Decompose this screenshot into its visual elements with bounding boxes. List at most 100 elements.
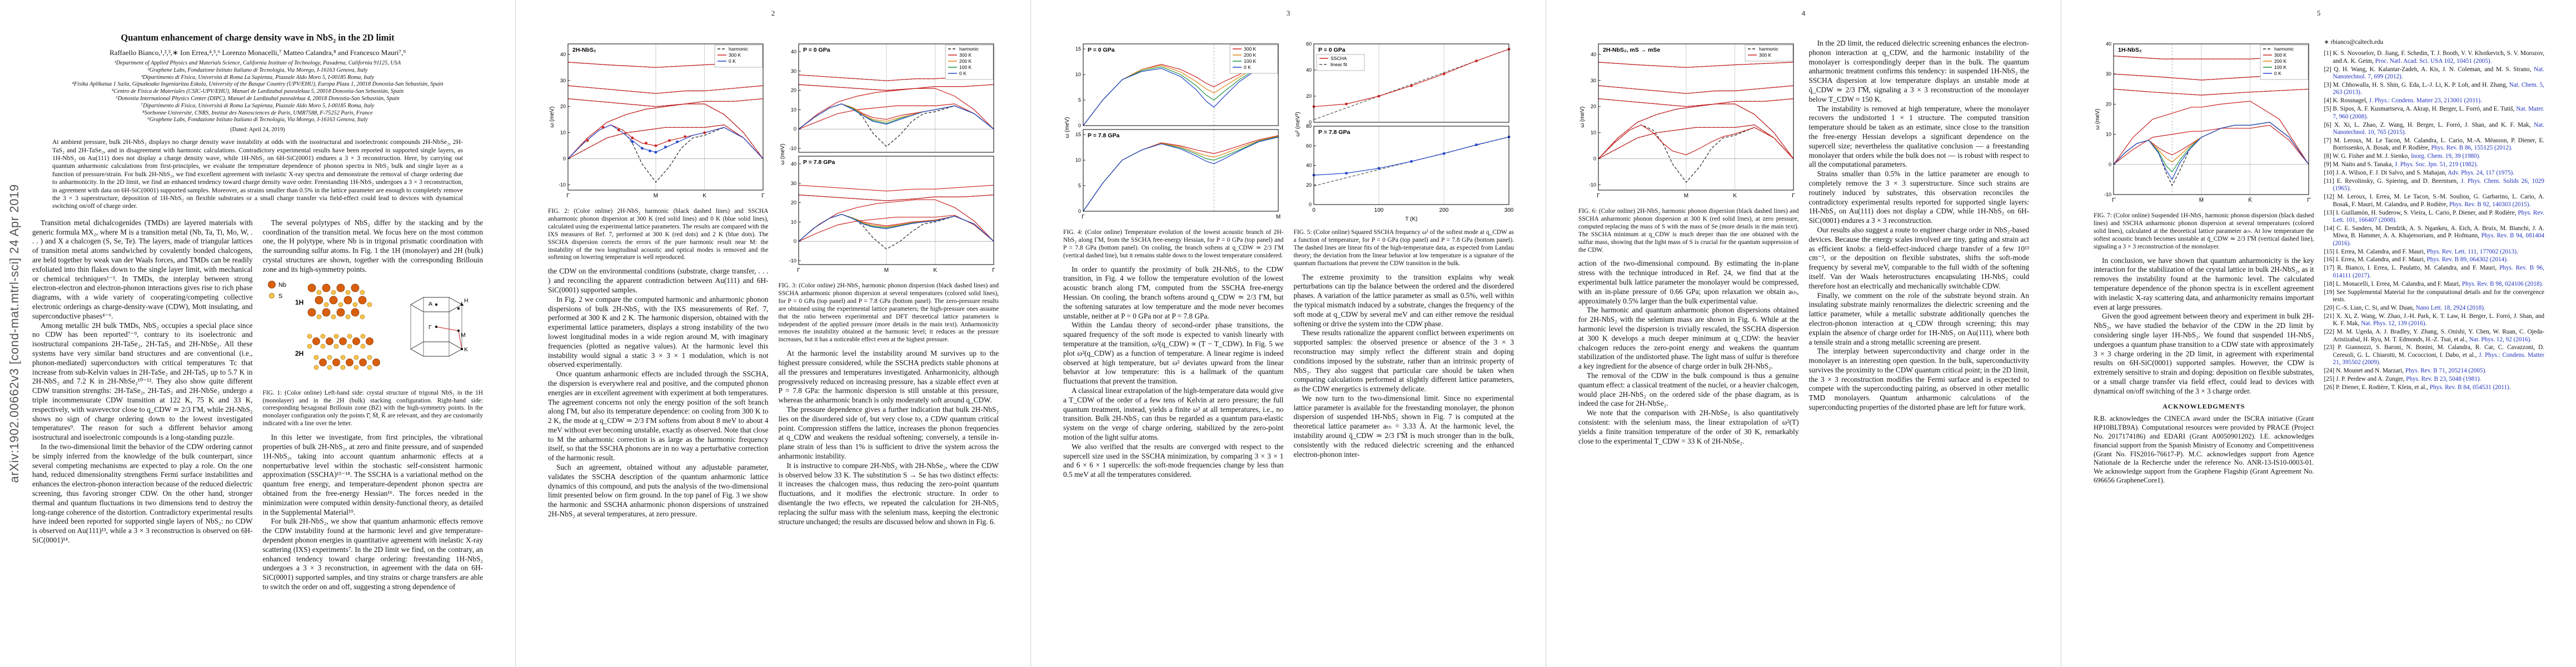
svg-text:0 K: 0 K [1244, 64, 1251, 70]
figure-3-caption: FIG. 3: (Color online) 2H-NbS₂ harmonic … [778, 282, 999, 344]
svg-text:linear fit: linear fit [1331, 62, 1347, 67]
reference-item: [11] E. Revolinsky, G. Spiering, and D. … [2324, 178, 2545, 193]
paragraph: These results rationalize the apparent c… [1293, 328, 1514, 394]
svg-text:ω (meV): ω (meV) [2095, 109, 2101, 130]
reference-item: [24] N. Mounet and N. Marzari, Phys. Rev… [2324, 367, 2545, 375]
figure-5-omega2-plot: 0 20 40 60 P = 0 GPa SSCHA linear fit 0 20 40 60 80… [1294, 40, 1514, 226]
svg-text:ω (meV): ω (meV) [780, 144, 786, 165]
svg-text:200 K: 200 K [1244, 52, 1257, 58]
svg-text:200 K: 200 K [2274, 58, 2287, 64]
svg-text:K̄: K̄ [2248, 196, 2252, 203]
svg-text:Γ: Γ [992, 267, 995, 273]
reference-journal-link[interactable]: Nat. Chem. 5, 263 (2013). [2333, 82, 2545, 96]
svg-text:20: 20 [1306, 93, 1311, 99]
reference-journal-link[interactable]: Phys. Rev. Lett. 111, 177002 (2013). [2426, 248, 2518, 255]
svg-text:0: 0 [793, 126, 796, 132]
nb-atom-icon [267, 280, 276, 288]
reference-journal-link[interactable]: Inorg. Chem. 19, 39 (1980). [2410, 153, 2481, 160]
crystal-structure-svg: NbS1H2HΓMKALH [262, 275, 483, 384]
reference-journal-link[interactable]: Proc. Natl. Acad. Sci. USA 102, 10451 (2… [2375, 57, 2492, 64]
svg-text:K: K [702, 193, 706, 199]
reference-authors: J. P. Perdew and A. Zunger, [2335, 376, 2406, 383]
svg-text:10: 10 [560, 130, 566, 136]
affiliation-line: ⁹Graphene Labs, Fondazione Istituto Ital… [147, 117, 368, 123]
svg-text:0: 0 [1593, 156, 1596, 162]
reference-journal-link[interactable]: Phys. Rev. B 86, 155125 (2012). [2431, 145, 2513, 152]
paragraph: Given the good agreement between theory … [2094, 312, 2314, 395]
reference-journal-link[interactable]: J. Phys.: Condens. Matter 21, 395502 (20… [2333, 351, 2545, 366]
svg-text:300 K: 300 K [2274, 52, 2287, 58]
reference-number: [23] [2324, 344, 2338, 351]
svg-text:K: K [1733, 193, 1737, 199]
reference-journal-link[interactable]: Nat. Nanotechnol. 7, 699 (2012). [2333, 66, 2545, 81]
reference-number: [26] [2324, 384, 2336, 391]
reference-authors: L. Monacelli, I. Errea, M. Calandra, and… [2335, 280, 2462, 287]
affiliation-line: ⁵Centro de Física de Materiales (CSIC-UP… [111, 88, 404, 95]
svg-text:0: 0 [563, 156, 566, 162]
reference-journal-link[interactable]: Nat. Nanotechnol. 10, 765 (2015). [2333, 121, 2545, 136]
paragraph: Once quantum anharmonic effects are incl… [548, 370, 769, 462]
reference-number: [21] [2324, 312, 2336, 320]
reference-journal-link[interactable]: Adv. Phys. 24, 117 (1975). [2448, 170, 2515, 176]
paragraph: Among metallic 2H bulk TMDs, NbS₂ occupi… [32, 321, 253, 442]
reference-journal-link[interactable]: Nat. Mater. 7, 960 (2008). [2333, 106, 2545, 120]
paragraph: The extreme proximity to the transition … [1293, 272, 1514, 328]
svg-text:Γ̄: Γ̄ [2112, 197, 2116, 203]
reference-journal-link[interactable]: Phys. Rev. B 71, 205214 (2005). [2405, 367, 2487, 375]
reference-authors: E. Revolinsky, G. Spiering, and D. Beern… [2336, 177, 2461, 185]
svg-text:60: 60 [1306, 143, 1311, 148]
reference-number: [3] [2324, 82, 2333, 89]
paragraph: In conclusion, we have shown that quantu… [2094, 256, 2314, 311]
svg-text:100 K: 100 K [959, 64, 972, 70]
page-5: 5 -10 0 10 20 30 40 Γ̄ M̄ K̄ Γ̄ 1H-NbS₂ harmonic 300… [2061, 0, 2576, 667]
date-line: (Dated: April 24, 2019) [230, 127, 285, 133]
svg-text:100 K: 100 K [2274, 64, 2287, 70]
reference-item: [7] M. Leroux, M. Le Tacon, M. Calandra,… [2324, 137, 2545, 152]
reference-journal-link[interactable]: Phys. Rev. B 92, 140303 (2015). [2449, 201, 2531, 208]
svg-text:300 K: 300 K [1244, 46, 1257, 52]
svg-text:ω² (meV²): ω² (meV²) [1295, 112, 1301, 136]
svg-text:P = 7.8 GPa: P = 7.8 GPa [1088, 132, 1119, 139]
reference-journal-link[interactable]: J. Phys. Chem. Solids 26, 1029 (1965). [2333, 177, 2545, 192]
svg-text:-10: -10 [789, 146, 796, 151]
svg-text:P = 7.8 GPa: P = 7.8 GPa [803, 159, 835, 166]
svg-text:Γ: Γ [761, 193, 765, 199]
svg-text:T (K): T (K) [1405, 216, 1417, 222]
acknowledgments-heading: ACKNOWLEDGMENTS [2163, 402, 2245, 411]
reference-journal-link[interactable]: Phys. Rev. B 89, 064302 (2014). [2426, 256, 2508, 263]
reference-authors: P. Giannozzi, S. Baroni, N. Bonini, M. C… [2333, 344, 2545, 359]
reference-journal-link[interactable]: Nat. Phys. 12, 92 (2016). [2469, 336, 2532, 343]
reference-journal-link[interactable]: J. Phys. Soc. Jpn. 51, 219 (1982). [2394, 161, 2478, 168]
svg-text:0: 0 [1078, 208, 1081, 214]
reference-journal-link[interactable]: Phys. Rev. B 94, 081404 (2016). [2333, 232, 2544, 247]
reference-item: [4] K. Rossnagel, J. Phys.: Condens. Mat… [2324, 97, 2545, 104]
reference-journal-link[interactable]: Phys. Rev. Lett. 101, 166407 (2008). [2333, 209, 2545, 223]
figure-5-caption: FIG. 5: (Color online) Squared SSCHA fre… [1293, 229, 1514, 267]
reference-journal-link[interactable]: Nat. Phys. 12, 139 (2016). [2361, 320, 2427, 327]
reference-journal-link[interactable]: Phys. Rev. B 23, 5048 (1981). [2406, 376, 2482, 383]
page-3-col-left-text: In order to quantify the proximity of bu… [1063, 265, 1284, 480]
reference-journal-link[interactable]: Phys. Rev. B 84, 054531 (2011). [2429, 384, 2511, 391]
reference-number: [22] [2324, 328, 2337, 336]
svg-text:ω (meV): ω (meV) [1064, 117, 1070, 138]
svg-text:300 K: 300 K [1759, 52, 1772, 58]
svg-text:10: 10 [2106, 132, 2111, 137]
figure-7-monolayer-plot: -10 0 10 20 30 40 Γ̄ M̄ K̄ Γ̄ 1H-NbS₂ harmonic 300 K… [2094, 40, 2314, 210]
reference-journal-link[interactable]: Nano Lett. 18, 2924 (2018). [2415, 304, 2485, 311]
svg-text:10: 10 [1075, 157, 1081, 163]
reference-authors: M. Leroux, M. Le Tacon, M. Calandra, L. … [2333, 137, 2545, 152]
reference-journal-link[interactable]: Phys. Rev. B 96, 014111 (2017). [2333, 265, 2544, 279]
svg-text:P = 7.8 GPa: P = 7.8 GPa [1318, 129, 1350, 136]
reference-journal-link[interactable]: Phys. Rev. B 98, 024106 (2018). [2462, 280, 2544, 287]
reference-authors: B. Sipos, A. F. Kusmartseva, A. Akrap, H… [2333, 106, 2517, 113]
svg-text:20: 20 [2106, 101, 2111, 107]
svg-text:300 K: 300 K [729, 52, 741, 58]
page-3-number: 3 [1286, 9, 1291, 17]
page-5-col-left-text: In conclusion, we have shown that quantu… [2094, 256, 2314, 396]
reference-journal-link[interactable]: J. Phys.: Condens. Matter 23, 213001 (20… [2369, 97, 2482, 104]
